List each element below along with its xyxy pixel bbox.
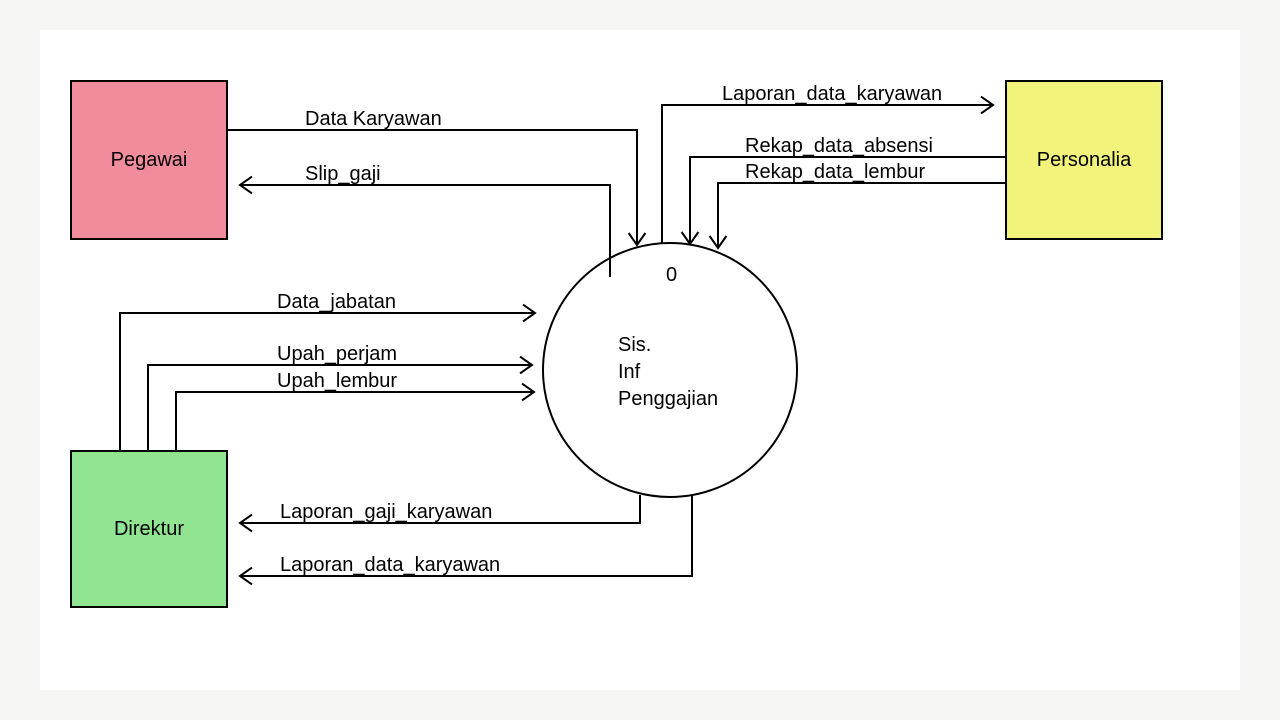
dfd-canvas: Pegawai Personalia Direktur 0 Sis. Inf P… xyxy=(40,30,1240,690)
flow-connectors xyxy=(40,30,1240,690)
